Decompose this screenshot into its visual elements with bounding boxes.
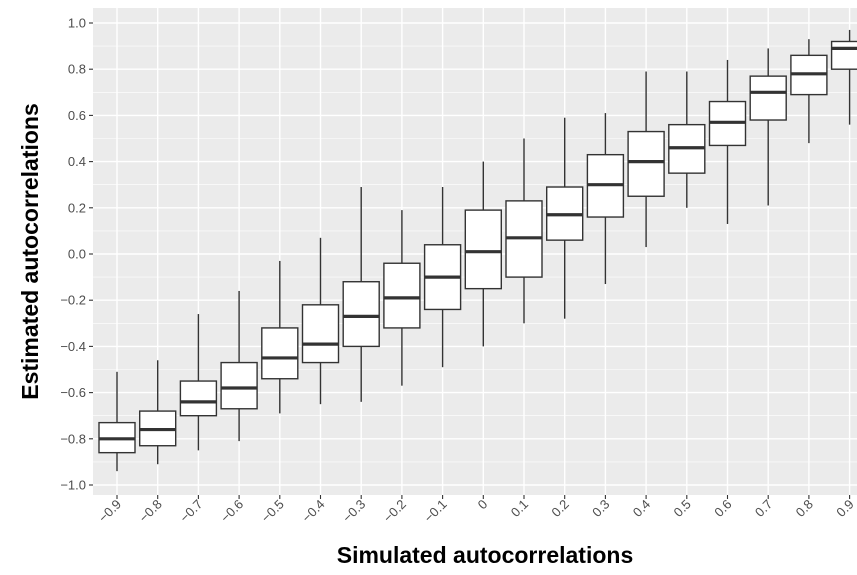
x-tick-label: 0.3 [589,497,612,520]
y-tick-label: −1.0 [60,478,86,493]
x-tick-label: −0.1 [421,497,450,526]
box-17 [790,39,828,144]
box-1 [138,360,177,465]
box-body [464,209,502,290]
box-2 [179,314,218,451]
x-tick-label: 0.4 [630,497,653,520]
y-tick-label: 0.4 [68,154,86,169]
box-5 [301,237,340,405]
box-body [301,304,340,364]
box-body [261,327,299,380]
y-tick-label: −0.2 [60,293,86,308]
x-tick-label: 0.9 [833,497,856,520]
y-axis: −1.0 −0.8 −0.6 −0.4 −0.2 0.0 0.2 0.4 0.6 0.8 1.0 [60,16,93,493]
y-tick-label: −0.8 [60,431,86,446]
box-0 [98,371,136,472]
x-tick-label: 0.5 [671,497,694,520]
box-9 [464,161,502,347]
x-tick-label: 0.6 [711,497,734,520]
boxes [98,29,857,472]
y-tick-label: 0.0 [68,247,86,262]
box-8 [423,187,462,368]
box-body [342,281,380,348]
y-tick-label: −0.4 [60,339,86,354]
x-tick-label: −0.5 [258,497,287,526]
x-tick-label: 0.7 [752,497,775,520]
box-10 [505,138,543,324]
y-tick-label: 0.2 [68,200,86,215]
box-4 [261,260,299,414]
box-18 [830,29,857,125]
x-tick-label: 0 [475,497,491,513]
x-tick-label: −0.4 [299,497,328,526]
x-tick-label: 0.2 [548,497,571,520]
box-12 [586,113,625,285]
box-11 [546,117,584,319]
box-body [220,361,258,410]
box-7 [383,210,421,386]
box-6 [342,187,380,402]
x-tick-label: −0.2 [380,497,409,526]
grid-lines [93,8,857,495]
x-tick-label: −0.3 [340,497,369,526]
box-13 [627,71,665,248]
x-tick-label: −0.9 [95,497,124,526]
box-body [830,40,857,70]
x-tick-label: 0.8 [793,497,816,520]
x-tick-label: −0.7 [177,497,206,526]
box-body [383,262,421,329]
box-body [749,75,787,121]
box-14 [668,71,706,208]
y-tick-label: 0.6 [68,108,86,123]
y-tick-label: −0.6 [60,385,86,400]
box-15 [708,59,747,224]
box-16 [749,48,787,206]
y-axis-title: Estimated autocorrelations [17,103,43,400]
box-body [627,130,665,197]
y-tick-label: 1.0 [68,16,86,31]
x-axis-title: Simulated autocorrelations [337,542,634,568]
box-3 [220,290,258,442]
y-tick-label: 0.8 [68,62,86,77]
x-axis: −0.9 −0.8 −0.7 −0.6 −0.5 −0.4 −0.3 −0.2 −0.1 0 0.1… [95,495,857,526]
x-tick-label: −0.6 [217,497,246,526]
box-body [179,380,218,417]
x-tick-label: 0.1 [508,497,531,520]
x-tick-label: −0.8 [136,497,165,526]
